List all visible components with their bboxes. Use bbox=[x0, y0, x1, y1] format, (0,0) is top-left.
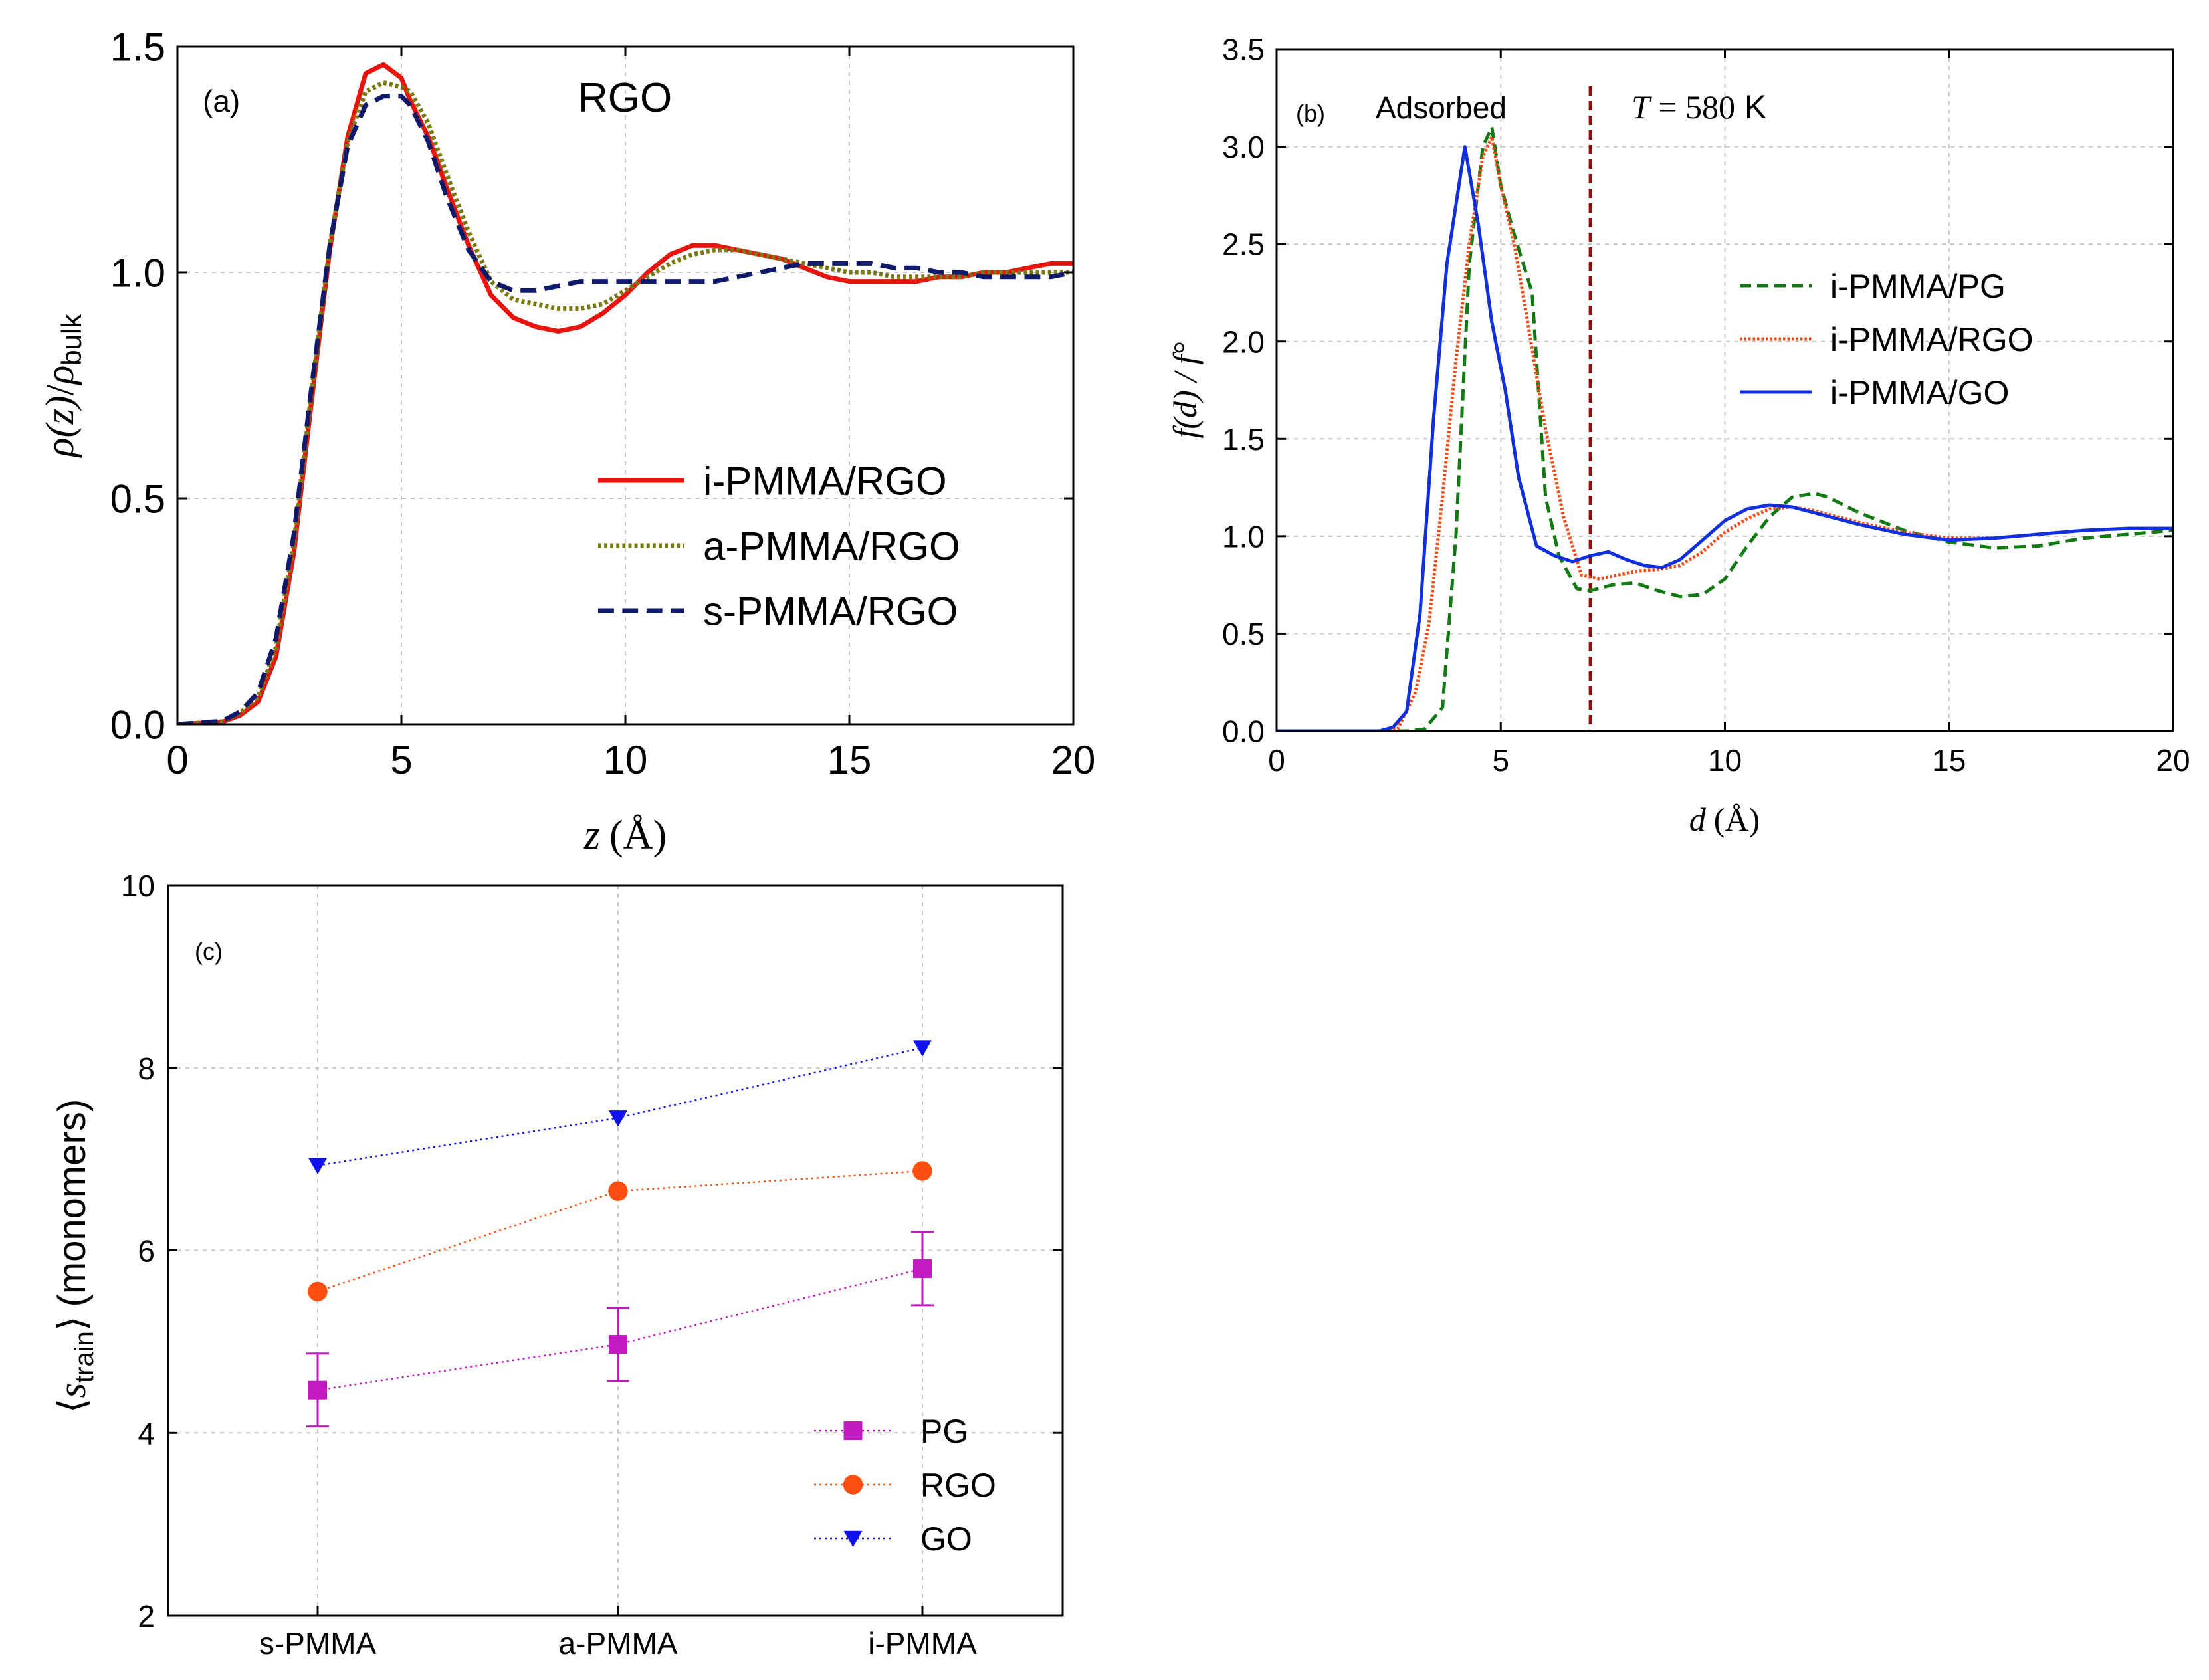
series-line-i-pmma-rgo bbox=[1277, 135, 2173, 731]
marker-pg bbox=[913, 1259, 932, 1278]
legend-marker-go bbox=[843, 1530, 863, 1548]
panel-a-ylabel-sep: / bbox=[38, 384, 82, 395]
panel-b-adsorbed-label: Adsorbed bbox=[1376, 90, 1507, 125]
panel-b-temperature-unit: K bbox=[1735, 88, 1766, 126]
legend-label: i-PMMA/RGO bbox=[1830, 321, 2034, 358]
panel-c-ylabel-sym: s bbox=[51, 1383, 94, 1398]
y-tick-label: 6 bbox=[138, 1234, 155, 1269]
y-tick-label: 1.5 bbox=[1222, 422, 1265, 457]
legend-label: i-PMMA/PG bbox=[1830, 268, 2006, 305]
y-tick-label: 3.5 bbox=[1222, 33, 1265, 67]
marker-go bbox=[609, 1110, 627, 1127]
panel-b-xlabel-unit: (Å) bbox=[1714, 801, 1760, 838]
y-tick-label: 2.5 bbox=[1222, 227, 1265, 262]
x-tick-label: 10 bbox=[1708, 743, 1742, 778]
legend-label: i-PMMA/RGO bbox=[703, 459, 947, 504]
legend-label: s-PMMA/RGO bbox=[703, 589, 958, 634]
panel-c-legend: PG RGO GO bbox=[814, 1413, 996, 1558]
panel-c: s-PMMA a-PMMA i-PMMA 2 4 6 8 10 (c) ⟨strain⟩ (mo… bbox=[51, 869, 1064, 1661]
panel-a-ylabel-denom: ρ bbox=[38, 366, 82, 386]
legend-marker-rgo bbox=[843, 1475, 863, 1495]
panel-a-xlabel-var: z bbox=[583, 813, 600, 858]
y-tick-label: 1.0 bbox=[1222, 519, 1265, 554]
x-tick-label: 10 bbox=[603, 738, 648, 782]
y-tick-label: 8 bbox=[138, 1051, 155, 1086]
series-line-s-pmma-rgo bbox=[177, 94, 1073, 724]
x-tick-label: 5 bbox=[390, 738, 412, 782]
panel-b-grid bbox=[1277, 49, 2173, 731]
panel-b-temperature: T = 580 K bbox=[1631, 88, 1766, 126]
panel-c-label: (c) bbox=[195, 938, 223, 965]
marker-rgo bbox=[308, 1281, 328, 1302]
x-tick-label: 20 bbox=[2156, 743, 2190, 778]
panel-b-legend: i-PMMA/PG i-PMMA/RGO i-PMMA/GO bbox=[1740, 268, 2034, 411]
panel-c-grid bbox=[168, 885, 1063, 1616]
marker-go bbox=[913, 1040, 932, 1057]
y-tick-label: 0.0 bbox=[110, 703, 165, 748]
series-line-pg bbox=[317, 1267, 923, 1391]
legend-label: GO bbox=[920, 1521, 972, 1558]
panel-a-ylabel-sub: bulk bbox=[56, 314, 87, 366]
x-tick-label: 15 bbox=[1932, 743, 1966, 778]
marker-rgo bbox=[608, 1181, 628, 1201]
panel-a-legend: i-PMMA/RGO a-PMMA/RGO s-PMMA/RGO bbox=[598, 459, 960, 634]
panel-c-ylabel: ⟨strain⟩ (monomers) bbox=[51, 1099, 99, 1413]
panel-b-temperature-var: T bbox=[1631, 88, 1652, 126]
panel-a-ylabel: ρ(z)/ρbulk bbox=[38, 314, 87, 459]
marker-pg bbox=[308, 1380, 327, 1400]
panel-c-ylabel-open: ⟨ bbox=[51, 1398, 94, 1414]
series-line-i-pmma-go bbox=[1277, 145, 2173, 731]
marker-rgo bbox=[912, 1161, 932, 1181]
panel-a-rgo-annotation: RGO bbox=[578, 75, 672, 121]
panel-a: 0 5 10 15 20 0.0 0.5 1.0 1.5 (a) RGO z (Å) ρ(z)/ρ… bbox=[38, 25, 1095, 858]
y-tick-label: 4 bbox=[138, 1416, 155, 1451]
x-tick-label: 5 bbox=[1492, 743, 1509, 778]
legend-label: i-PMMA/GO bbox=[1830, 374, 2009, 411]
panel-c-ylabel-close: ⟩ bbox=[51, 1316, 94, 1331]
panel-b-xlabel-var: d bbox=[1689, 801, 1707, 838]
y-tick-label: 0.5 bbox=[1222, 617, 1265, 651]
y-tick-label: 1.0 bbox=[110, 251, 165, 296]
panel-c-series bbox=[306, 1040, 934, 1428]
panel-b-ticks: 0 5 10 15 20 0.0 0.5 1.0 1.5 2.0 2.5 3.0 3.5 bbox=[1222, 33, 2190, 778]
y-tick-label: 0.0 bbox=[1222, 714, 1265, 749]
x-tick-label: 0 bbox=[166, 738, 188, 782]
marker-pg bbox=[609, 1334, 627, 1354]
panel-a-series bbox=[177, 62, 1073, 724]
panel-c-ylabel-sub: train bbox=[70, 1331, 99, 1383]
panel-b-series bbox=[1277, 125, 2173, 731]
panel-c-ticks: s-PMMA a-PMMA i-PMMA 2 4 6 8 10 bbox=[121, 869, 1063, 1661]
legend-marker-pg bbox=[843, 1421, 863, 1440]
panel-a-xlabel: z (Å) bbox=[583, 813, 667, 858]
y-tick-label: 0.5 bbox=[110, 477, 165, 522]
panel-a-ylabel-main: ρ(z) bbox=[38, 395, 82, 458]
legend-label: a-PMMA/RGO bbox=[703, 524, 960, 569]
x-tick-label: 0 bbox=[1268, 743, 1285, 778]
x-tick-label: 20 bbox=[1051, 738, 1096, 782]
x-tick-label: 15 bbox=[827, 738, 872, 782]
panel-a-xlabel-unit: (Å) bbox=[609, 813, 667, 858]
x-tick-label: s-PMMA bbox=[259, 1626, 377, 1661]
legend-label: PG bbox=[920, 1413, 968, 1450]
series-line-go bbox=[317, 1047, 923, 1166]
marker-go bbox=[308, 1158, 327, 1175]
legend-label: RGO bbox=[920, 1467, 996, 1504]
y-tick-label: 1.5 bbox=[110, 25, 165, 70]
panel-c-ylabel-unit: (monomers) bbox=[51, 1099, 94, 1307]
panel-b-ylabel: f(d) / f° bbox=[1166, 342, 1204, 439]
panel-b-temperature-value: = 580 bbox=[1650, 88, 1735, 126]
x-tick-label: a-PMMA bbox=[559, 1626, 678, 1661]
y-tick-label: 2.0 bbox=[1222, 324, 1265, 359]
y-tick-label: 3.0 bbox=[1222, 130, 1265, 164]
panel-a-ticks: 0 5 10 15 20 0.0 0.5 1.0 1.5 bbox=[110, 25, 1096, 782]
panel-b-xlabel: d (Å) bbox=[1689, 801, 1760, 838]
y-tick-label: 2 bbox=[138, 1599, 155, 1633]
panel-b-label: (b) bbox=[1296, 100, 1325, 127]
panel-a-label: (a) bbox=[203, 84, 240, 118]
x-tick-label: i-PMMA bbox=[868, 1626, 977, 1661]
y-tick-label: 10 bbox=[121, 869, 155, 903]
panel-b: 0 5 10 15 20 0.0 0.5 1.0 1.5 2.0 2.5 3.0 3.5 (b) Ads… bbox=[1166, 33, 2190, 838]
